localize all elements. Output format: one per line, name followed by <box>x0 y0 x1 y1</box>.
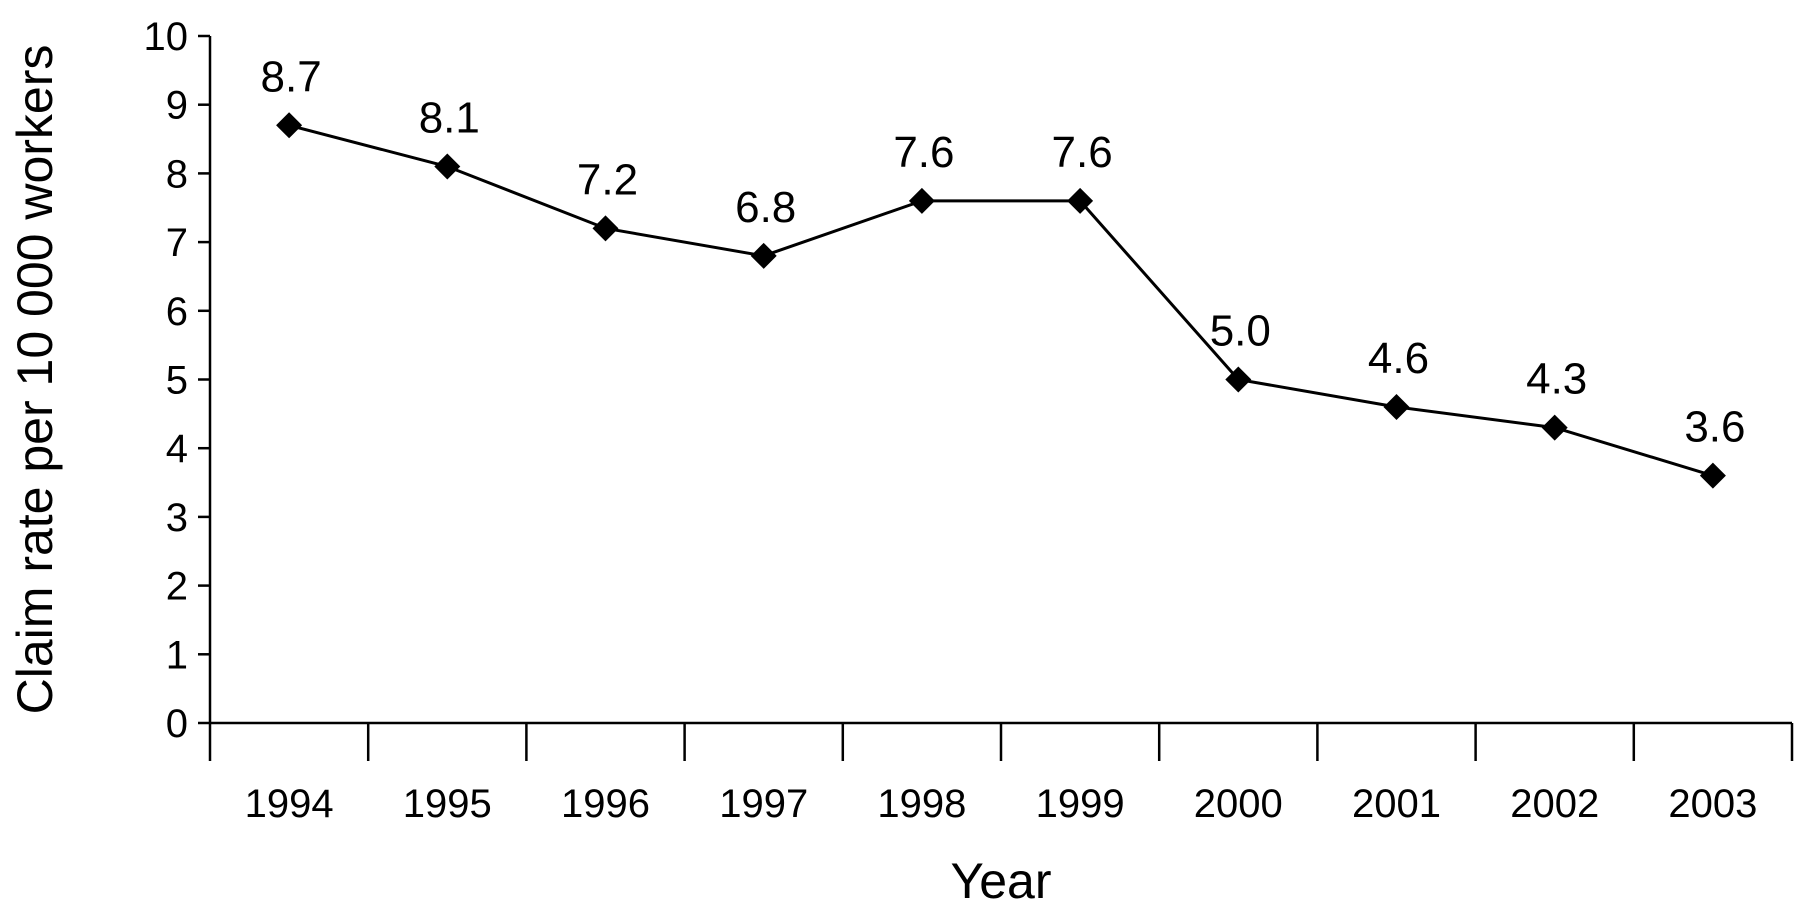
data-value-label: 4.6 <box>1368 334 1429 383</box>
x-tick-label: 1997 <box>719 782 808 826</box>
data-point-marker <box>1541 414 1568 441</box>
data-value-label: 8.1 <box>419 94 480 143</box>
x-tick-label: 1995 <box>403 782 492 826</box>
x-tick-label: 1996 <box>561 782 650 826</box>
x-tick-label: 2003 <box>1668 782 1757 826</box>
y-tick-label: 3 <box>166 496 188 540</box>
y-axis-title: Claim rate per 10 000 workers <box>7 45 63 715</box>
data-point-marker <box>1067 187 1094 214</box>
x-tick-label: 2001 <box>1352 782 1441 826</box>
data-value-label: 5.0 <box>1210 307 1271 356</box>
data-value-label: 4.3 <box>1526 355 1587 404</box>
series-group: 8.7 8.1 7.2 6.8 7.6 7.6 5.0 4.6 4.3 3.6 <box>261 52 1745 489</box>
x-ticks: 1994 1995 1996 1997 1998 1999 2000 2001 2002 2003 <box>208 723 1794 826</box>
data-value-label: 7.2 <box>577 155 638 204</box>
data-point-marker <box>1383 393 1410 420</box>
data-value-label: 8.7 <box>261 52 322 101</box>
data-point-marker <box>908 187 935 214</box>
y-tick-label: 0 <box>166 702 188 746</box>
y-tick-label: 7 <box>166 221 188 265</box>
series-line <box>288 123 1714 478</box>
x-tick-label: 1998 <box>877 782 966 826</box>
y-tick-label: 4 <box>166 427 188 471</box>
y-tick-label: 10 <box>144 15 189 59</box>
y-tick-label: 5 <box>166 359 188 403</box>
x-axis-title: Year <box>950 853 1051 909</box>
data-value-label: 3.6 <box>1684 403 1745 452</box>
data-point-marker <box>276 112 303 139</box>
data-point-marker <box>1225 366 1252 393</box>
data-point-marker <box>750 242 777 269</box>
x-tick-label: 2000 <box>1194 782 1283 826</box>
y-tick-label: 2 <box>166 565 188 609</box>
y-tick-label: 8 <box>166 152 188 196</box>
data-value-label: 7.6 <box>893 128 954 177</box>
data-point-marker <box>1699 462 1726 489</box>
data-point-marker <box>434 153 461 180</box>
data-point-marker <box>592 215 619 242</box>
data-value-label: 6.8 <box>735 183 796 232</box>
y-ticks: 0 1 2 3 4 5 6 7 8 9 10 <box>144 15 210 746</box>
data-value-label: 7.6 <box>1052 128 1113 177</box>
x-tick-label: 1999 <box>1036 782 1125 826</box>
x-tick-label: 1994 <box>245 782 334 826</box>
y-tick-label: 1 <box>166 633 188 677</box>
y-tick-label: 9 <box>166 84 188 128</box>
x-tick-label: 2002 <box>1510 782 1599 826</box>
y-tick-label: 6 <box>166 290 188 334</box>
